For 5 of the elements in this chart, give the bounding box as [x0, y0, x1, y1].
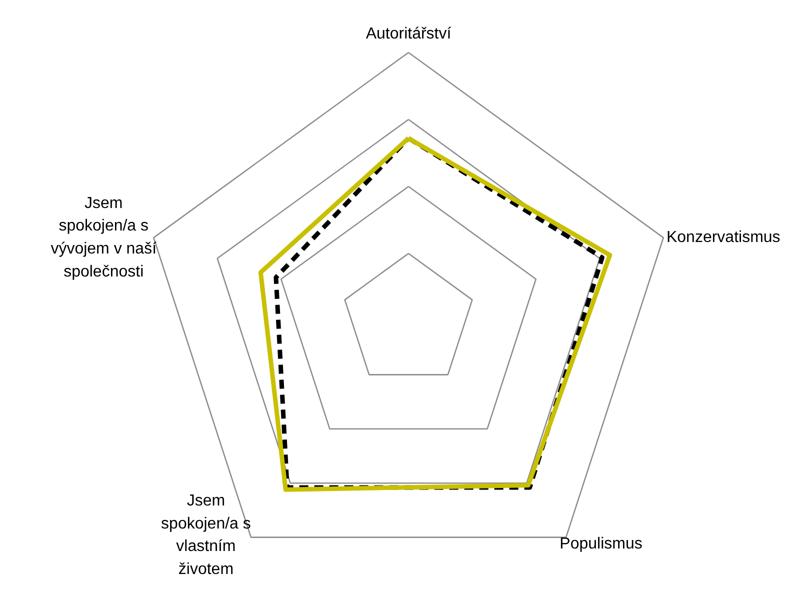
spoke-label: Populismus — [560, 535, 642, 552]
spoke-label: Jsem spokojen/a s vlastním životem — [161, 492, 251, 578]
spoke-label: Autoritářství — [366, 26, 452, 42]
spoke-label: Konzervatismus — [666, 229, 780, 246]
spoke-label: Jsem spokojen/a s vývojem v naší společnosti — [50, 194, 158, 281]
